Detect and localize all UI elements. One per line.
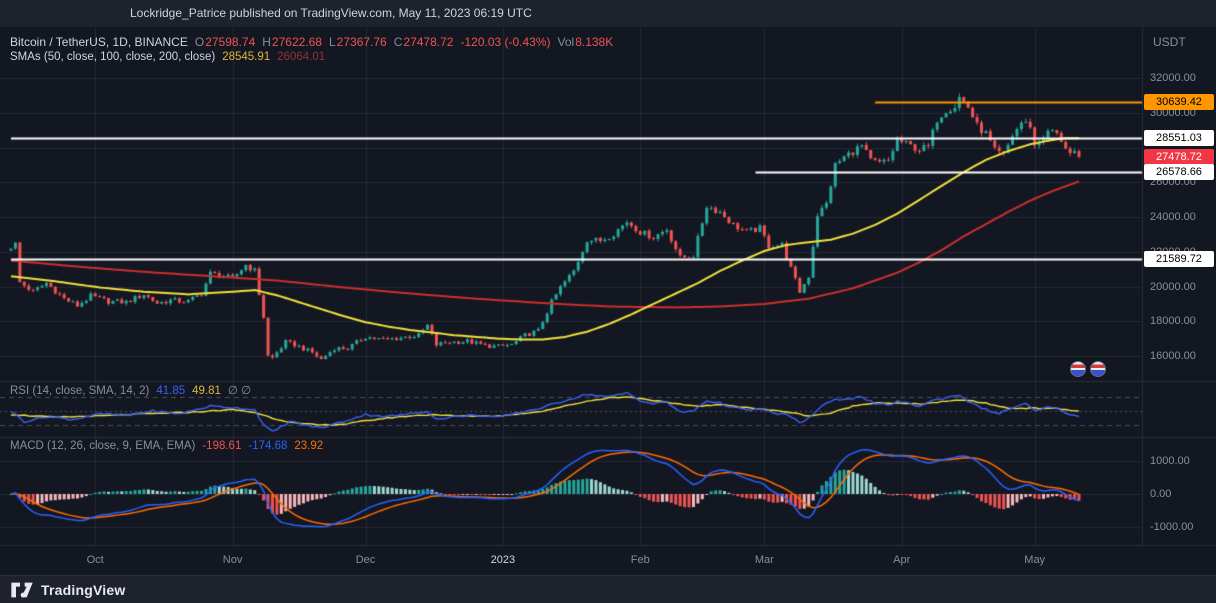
macd-tick: -1000.00	[1150, 521, 1194, 534]
time-tick: Nov	[222, 554, 243, 566]
quote-currency-label: USDT	[1153, 35, 1186, 49]
high-label: H	[262, 35, 271, 49]
rsi-value: 41.85	[156, 385, 186, 397]
flag-icon-2	[1090, 361, 1106, 377]
time-tick: May	[1024, 554, 1046, 566]
chart-area: Bitcoin / TetherUS, 1D, BINANCE O27598.7…	[0, 27, 1216, 575]
ohlc-open: O27598.74	[195, 33, 255, 51]
rsi-sma-value: 49.81	[192, 385, 221, 397]
macd-tick: 1000.00	[1150, 454, 1190, 467]
low-value: 27367.76	[336, 35, 387, 49]
time-tick: 2023	[490, 554, 516, 566]
price-level-label: 21589.72	[1144, 250, 1214, 267]
open-value: 27598.74	[205, 35, 256, 49]
publish-bar: Lockridge_Patrice published on TradingVi…	[0, 0, 1216, 27]
price-level-label: 26578.66	[1144, 164, 1214, 181]
price-level-label: 30639.42	[1144, 93, 1214, 110]
low-label: L	[328, 35, 336, 49]
rsi-title[interactable]: RSI (14, close, SMA, 14, 2)	[10, 385, 150, 397]
time-tick: Feb	[630, 554, 650, 566]
ohlc-high: H27622.68	[262, 33, 322, 51]
volume: Vol8.138K	[558, 33, 614, 51]
symbol-title[interactable]: Bitcoin / TetherUS, 1D, BINANCE	[10, 35, 188, 49]
ohlc-low: L27367.76	[329, 33, 387, 51]
macd-legend: MACD (12, 26, close, 9, EMA, EMA) -198.6…	[10, 440, 323, 452]
price-tick: 24000.00	[1150, 211, 1196, 224]
change-value: -120.03 (-0.43%)	[460, 35, 551, 49]
tradingview-logo-icon	[11, 582, 33, 597]
sma-fast-value: 28545.91	[222, 51, 271, 63]
tradingview-logo[interactable]: TradingView	[10, 581, 125, 599]
rsi-legend-icons[interactable]: ∅ ∅	[227, 385, 252, 397]
price-tick: 20000.00	[1150, 280, 1196, 293]
open-label: O	[194, 35, 205, 49]
publish-text: Lockridge_Patrice published on TradingVi…	[130, 6, 532, 20]
macd-signal-value: 23.92	[294, 440, 324, 452]
ohlc-close: C27478.72	[394, 33, 454, 51]
price-tick: 16000.00	[1150, 350, 1196, 362]
sma-slow-value: 26064.01	[277, 51, 326, 63]
time-tick: Apr	[893, 554, 911, 566]
macd-hist-value: -198.61	[202, 440, 242, 452]
close-label: C	[393, 35, 403, 49]
macd-tick: 0.00	[1150, 488, 1172, 500]
sma-title[interactable]: SMAs (50, close, 100, close, 200, close)	[10, 51, 216, 63]
symbol-legend: Bitcoin / TetherUS, 1D, BINANCE O27598.7…	[10, 33, 613, 51]
price-tick: 32000.00	[1150, 72, 1196, 85]
volume-value: 8.138K	[575, 35, 614, 49]
macd-line-value: -174.68	[248, 440, 288, 452]
time-tick: Oct	[86, 554, 104, 566]
macd-title[interactable]: MACD (12, 26, close, 9, EMA, EMA)	[10, 440, 196, 452]
price-level-label: 27478.72	[1144, 148, 1214, 165]
chart-canvas[interactable]	[0, 27, 1216, 575]
close-value: 27478.72	[403, 35, 454, 49]
flag-icon-1	[1070, 361, 1086, 377]
volume-label: Vol	[557, 35, 575, 49]
high-value: 27622.68	[271, 35, 322, 49]
price-tick: 30000.00	[1150, 107, 1196, 119]
price-level-label: 28551.03	[1144, 130, 1214, 147]
footer-bar: TradingView	[0, 575, 1216, 603]
sma-legend: SMAs (50, close, 100, close, 200, close)…	[10, 51, 325, 63]
rsi-legend: RSI (14, close, SMA, 14, 2) 41.85 49.81 …	[10, 383, 251, 397]
time-tick: Mar	[754, 554, 774, 566]
time-tick: Dec	[355, 554, 376, 566]
tradingview-wordmark: TradingView	[41, 581, 126, 598]
price-tick: 18000.00	[1150, 315, 1196, 328]
